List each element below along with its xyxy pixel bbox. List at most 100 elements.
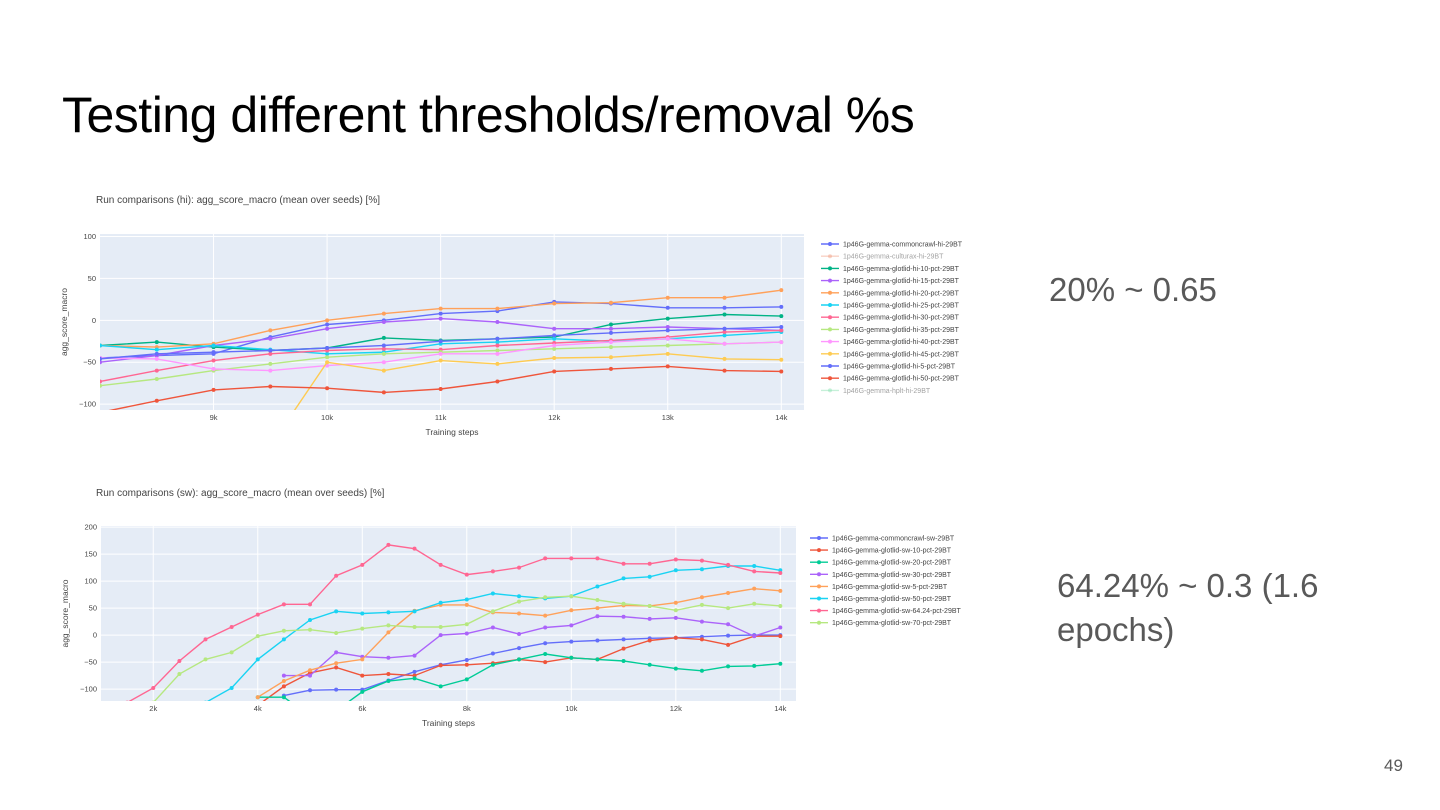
data-point (229, 650, 234, 655)
legend-marker (828, 315, 832, 320)
legend-item-label[interactable]: 1p46G-gemma-glotlid-hi-35-pct-29BT (843, 327, 960, 334)
data-point (495, 343, 500, 348)
data-point (543, 625, 548, 630)
data-point (647, 603, 652, 608)
data-point (495, 379, 500, 384)
legend-item-label[interactable]: 1p46G-gemma-hplt-hi-29BT (843, 388, 931, 395)
series-line (283, 634, 781, 697)
y-axis-label: agg_score_macro (59, 288, 69, 356)
data-point (552, 326, 557, 331)
legend-item-label[interactable]: 1p46G-gemma-glotlid-sw-50-pct-29BT (832, 596, 952, 603)
data-point (100, 356, 102, 361)
legend-item-label[interactable]: 1p46G-gemma-glotlid-hi-10-pct-29BT (843, 266, 960, 273)
legend-item-label[interactable]: 1p46G-gemma-glotlid-hi-40-pct-29BT (843, 339, 960, 346)
legend-item-label[interactable]: 1p46G-gemma-glotlid-hi-5-pct-29BT (843, 364, 956, 371)
data-point (722, 312, 727, 317)
data-point (464, 622, 469, 627)
data-point (778, 603, 783, 608)
legend-item-label[interactable]: 1p46G-gemma-glotlid-sw-70-pct-29BT (832, 620, 952, 627)
data-point (464, 597, 469, 602)
data-point (552, 343, 557, 348)
data-point (779, 304, 784, 309)
data-point (552, 336, 557, 341)
data-point (665, 305, 670, 310)
data-point (552, 369, 557, 374)
data-point (621, 659, 626, 664)
data-point (621, 646, 626, 651)
data-point (281, 628, 286, 633)
data-point (281, 695, 286, 700)
data-point (268, 336, 273, 341)
data-point (722, 333, 727, 338)
data-point (464, 631, 469, 636)
legend-marker (817, 596, 821, 601)
data-point (595, 584, 600, 589)
note-sw: 64.24% ~ 0.3 (1.6 epochs) (1057, 567, 1319, 648)
data-point (386, 542, 391, 547)
x-tick-label: 13k (662, 413, 674, 422)
data-point (211, 358, 216, 363)
data-point (412, 653, 417, 658)
data-point (517, 646, 522, 651)
legend-item-label[interactable]: 1p46G-gemma-glotlid-sw-10-pct-29BT (832, 548, 952, 555)
legend-item-label[interactable]: 1p46G-gemma-glotlid-hi-45-pct-29BT (843, 351, 960, 358)
legend-item-label[interactable]: 1p46G-gemma-glotlid-sw-20-pct-29BT (832, 560, 952, 567)
data-point (211, 387, 216, 392)
data-point (211, 343, 216, 348)
data-point (608, 345, 613, 350)
data-point (255, 634, 260, 639)
data-point (281, 684, 286, 689)
legend-item-label[interactable]: 1p46G-gemma-glotlid-sw-5-pct-29BT (832, 584, 948, 591)
legend-item-label[interactable]: 1p46G-gemma-glotlid-hi-50-pct-29BT (843, 376, 960, 383)
data-point (673, 557, 678, 562)
data-point (412, 625, 417, 630)
data-point (778, 588, 783, 593)
legend-item-label[interactable]: 1p46G-gemma-glotlid-sw-64.24-pct-29BT (832, 608, 961, 615)
data-point (595, 597, 600, 602)
legend-item-label[interactable]: 1p46G-gemma-commoncrawl-sw-29BT (832, 536, 955, 543)
data-point (779, 369, 784, 374)
data-point (569, 556, 574, 561)
data-point (281, 637, 286, 642)
data-point (203, 637, 208, 642)
legend-item-label[interactable]: 1p46G-gemma-glotlid-hi-25-pct-29BT (843, 303, 960, 310)
data-point (438, 625, 443, 630)
legend-item-label[interactable]: 1p46G-gemma-glotlid-hi-30-pct-29BT (843, 315, 960, 322)
data-point (621, 601, 626, 606)
data-point (281, 673, 286, 678)
data-point (778, 570, 783, 575)
data-point (608, 355, 613, 360)
legend-item-label[interactable]: 1p46G-gemma-culturax-hi-29BT (843, 254, 944, 261)
x-tick-label: 14k (775, 413, 787, 422)
y-tick-label: 50 (88, 274, 96, 283)
data-point (204, 700, 207, 701)
data-point (647, 574, 652, 579)
data-point (595, 614, 600, 619)
data-point (386, 630, 391, 635)
data-point (360, 673, 365, 678)
data-point (722, 326, 727, 331)
legend-item-label[interactable]: 1p46G-gemma-glotlid-hi-20-pct-29BT (843, 290, 960, 297)
legend-item-label[interactable]: 1p46G-gemma-glotlid-sw-30-pct-29BT (832, 572, 952, 579)
data-point (699, 567, 704, 572)
data-point (325, 386, 330, 391)
data-point (325, 355, 330, 360)
data-point (543, 652, 548, 657)
legend-marker (817, 536, 821, 540)
data-point (268, 368, 273, 373)
y-tick-label: 0 (93, 631, 97, 640)
legend-item-label[interactable]: 1p46G-gemma-commoncrawl-hi-29BT (843, 242, 963, 249)
data-point (543, 556, 548, 561)
data-point (726, 562, 731, 567)
data-point (722, 356, 727, 361)
data-point (464, 657, 469, 662)
data-point (308, 673, 313, 678)
chart-sw: 200 150 100 50 0 −50 −100 2k 4k 6k 8k 10k 12k 14k Trai… (60, 523, 961, 728)
data-point (438, 358, 443, 363)
plot-area (100, 234, 804, 410)
data-point (490, 625, 495, 630)
data-point (151, 686, 156, 691)
legend-item-label[interactable]: 1p46G-gemma-glotlid-hi-15-pct-29BT (843, 278, 960, 285)
data-point (543, 660, 548, 665)
data-point (665, 336, 670, 341)
